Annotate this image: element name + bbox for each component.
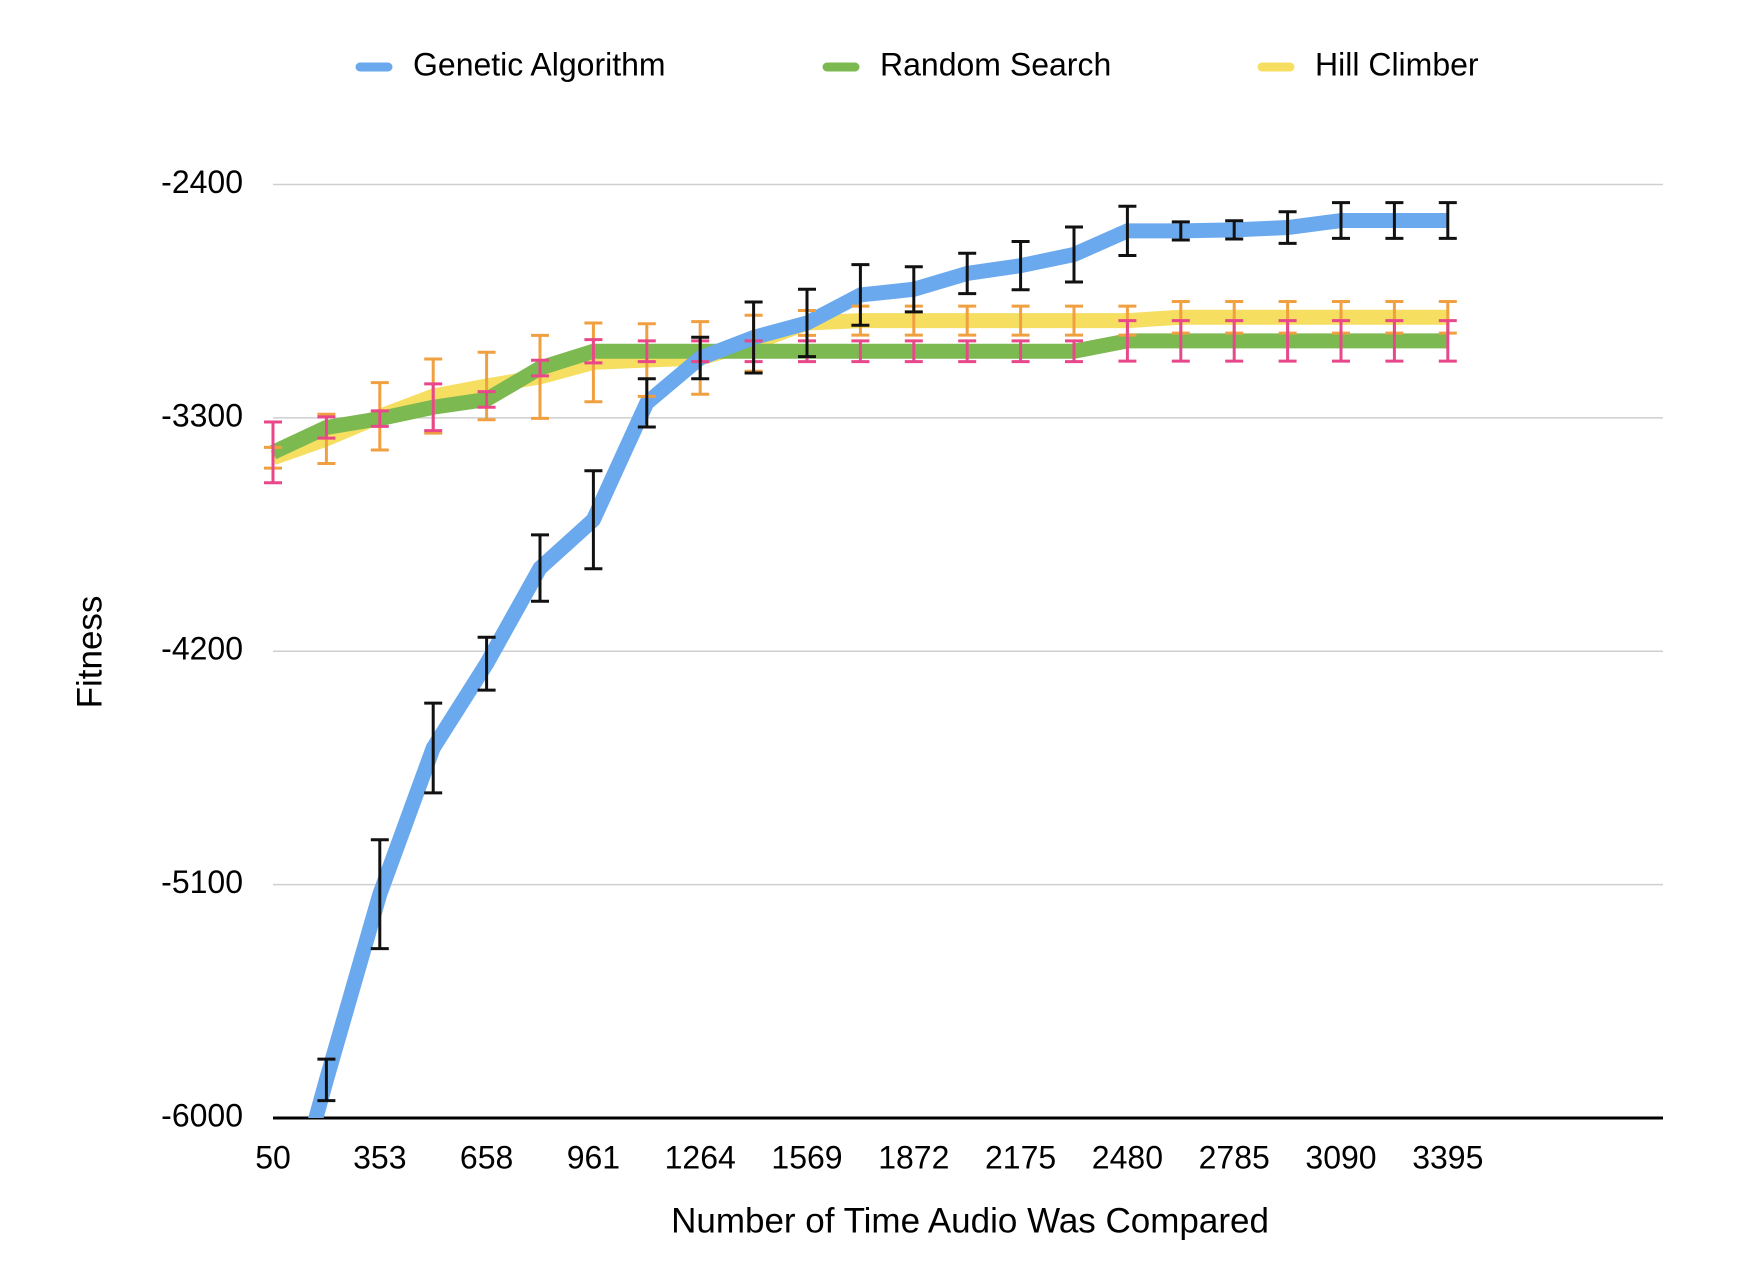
error-bar — [904, 265, 923, 314]
error-bar — [1065, 304, 1083, 337]
y-tick-label: -4200 — [161, 631, 243, 667]
plot-area — [264, 201, 1457, 1266]
y-tick-label: -6000 — [161, 1097, 243, 1133]
error-bar — [1225, 219, 1244, 241]
error-bar — [1171, 220, 1190, 242]
error-bar — [1171, 319, 1190, 363]
error-bar — [531, 533, 549, 603]
error-bar — [637, 377, 656, 429]
error-bar — [317, 1057, 336, 1103]
x-tick-label: 3395 — [1412, 1139, 1483, 1175]
y-axis-title: Fitness — [70, 596, 109, 709]
x-tick-label: 961 — [567, 1139, 620, 1175]
x-tick-label: 1569 — [771, 1139, 842, 1175]
error-bar — [264, 420, 282, 485]
x-axis-title: Number of Time Audio Was Compared — [671, 1201, 1269, 1240]
error-bar — [264, 1253, 282, 1266]
error-bar — [477, 635, 496, 692]
x-tick-label: 2480 — [1092, 1139, 1163, 1175]
error-bar — [851, 339, 870, 364]
error-bar — [1011, 240, 1030, 292]
error-bar — [1438, 201, 1457, 240]
error-bar — [1332, 201, 1350, 240]
error-bar — [637, 339, 656, 364]
x-tick-label: 3090 — [1305, 1139, 1376, 1175]
error-bar — [1065, 225, 1083, 284]
y-tick-label: -3300 — [161, 397, 243, 433]
x-tick-label: 1872 — [878, 1139, 949, 1175]
error-bar — [1332, 319, 1350, 363]
error-bar — [1225, 319, 1244, 363]
error-bar — [1278, 319, 1297, 363]
legend-label: Hill Climber — [1315, 46, 1479, 82]
error-bar — [424, 382, 443, 433]
x-tick-label: 658 — [460, 1139, 513, 1175]
x-tick-label: 2175 — [985, 1139, 1056, 1175]
error-bar — [1118, 204, 1137, 258]
error-bar — [1065, 339, 1083, 364]
y-tick-label: -5100 — [161, 864, 243, 900]
error-bar — [370, 838, 389, 951]
legend-label: Genetic Algorithm — [413, 46, 666, 82]
error-bar — [958, 251, 977, 296]
x-tick-label: 1264 — [665, 1139, 736, 1175]
error-bar — [477, 390, 496, 409]
error-bar — [691, 335, 710, 381]
error-bar — [584, 469, 603, 571]
error-bar — [317, 415, 336, 440]
x-tick-label: 353 — [353, 1139, 406, 1175]
error-bar — [584, 338, 603, 365]
error-bar — [1438, 319, 1457, 363]
error-bar — [424, 701, 443, 795]
error-bar — [370, 409, 389, 428]
error-bar — [1278, 210, 1297, 245]
error-bar — [531, 358, 549, 378]
error-bar — [744, 300, 763, 375]
x-tick-label: 50 — [255, 1139, 291, 1175]
x-tick-label: 2785 — [1199, 1139, 1270, 1175]
error-bar — [1011, 304, 1030, 337]
series-line — [308, 213, 1448, 1118]
error-bar — [1118, 319, 1137, 363]
error-bar — [851, 263, 870, 327]
error-bar — [1385, 319, 1404, 363]
legend-label: Random Search — [880, 46, 1111, 82]
error-bar — [798, 287, 816, 359]
error-bar — [958, 339, 977, 364]
error-bar — [958, 304, 977, 337]
error-bar — [904, 339, 923, 364]
error-bar — [1385, 201, 1404, 240]
error-bar — [1011, 339, 1030, 364]
y-tick-label: -2400 — [161, 164, 243, 200]
